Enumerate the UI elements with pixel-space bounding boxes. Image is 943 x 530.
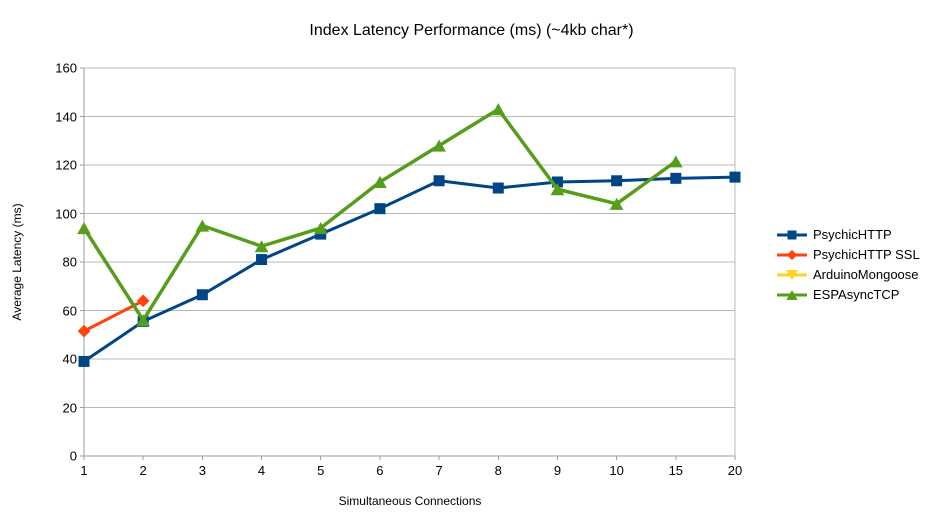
data-point-psychichttp xyxy=(374,203,386,215)
x-axis-title: Simultaneous Connections xyxy=(338,494,482,508)
series-line-psychichttp xyxy=(83,320,145,363)
legend: PsychicHTTP PsychicHTTP SSL ArduinoMongoos… xyxy=(777,228,920,302)
data-point-psychichttp xyxy=(78,355,90,367)
data-point-psychichttp xyxy=(729,171,741,183)
diamond-marker-icon xyxy=(777,249,807,261)
legend-entry-psychichttp: PsychicHTTP xyxy=(777,228,920,242)
y-tick-label: 120 xyxy=(55,157,77,173)
data-point-psychichttp xyxy=(492,182,504,194)
series-line-psychichttp xyxy=(320,207,381,236)
data-point-espasynctcp xyxy=(668,155,683,168)
series-line-espasynctcp xyxy=(319,180,381,230)
x-tick-label: 8 xyxy=(494,463,502,478)
data-point-psychichttp xyxy=(315,228,327,240)
legend-marker xyxy=(787,230,797,240)
data-point-espasynctcp xyxy=(195,219,210,232)
x-tick-label: 3 xyxy=(198,463,206,478)
series-line-psychichttp xyxy=(438,179,499,190)
data-point-espasynctcp xyxy=(313,222,328,235)
data-point-psychichttp-ssl xyxy=(136,294,150,308)
series-line-psychichttp xyxy=(498,180,558,190)
triangle-down-marker-icon xyxy=(777,270,807,280)
series-line-espasynctcp xyxy=(201,223,263,248)
series-line-psychichttp xyxy=(201,258,263,297)
x-tick-label: 15 xyxy=(668,463,684,478)
y-tick-label: 60 xyxy=(62,303,77,318)
x-tick-label: 4 xyxy=(257,463,266,478)
series-line-espasynctcp xyxy=(438,107,500,148)
x-tick-label: 7 xyxy=(435,463,443,478)
x-tick-label: 2 xyxy=(139,463,147,478)
y-tick-label: 140 xyxy=(55,109,77,124)
series-line-psychichttp xyxy=(379,179,440,211)
series-line-psychichttp xyxy=(557,179,617,184)
x-tick-label: 9 xyxy=(553,463,562,478)
series-line-espasynctcp xyxy=(557,187,618,206)
series-line-espasynctcp xyxy=(496,108,559,191)
data-point-espasynctcp xyxy=(609,197,624,210)
legend-label: PsychicHTTP SSL xyxy=(813,247,920,262)
data-point-psychichttp xyxy=(196,289,208,301)
x-tick-label: 20 xyxy=(727,463,743,478)
series-line-psychichttp xyxy=(142,293,203,323)
y-tick-label: 40 xyxy=(62,351,77,367)
series-line-psychichttp xyxy=(675,175,736,180)
y-tick-label: 0 xyxy=(69,448,77,464)
legend-marker xyxy=(786,270,798,280)
y-tick-label: 20 xyxy=(62,400,77,415)
data-point-psychichttp-ssl xyxy=(77,324,91,338)
x-tick-label: 6 xyxy=(376,463,384,478)
data-point-espasynctcp xyxy=(254,240,269,253)
series-line-espasynctcp xyxy=(615,159,677,206)
triangle-up-marker-icon xyxy=(777,290,807,300)
data-point-espasynctcp xyxy=(373,175,387,189)
data-point-psychichttp xyxy=(433,175,445,187)
y-tick-label: 100 xyxy=(55,206,77,221)
data-point-espasynctcp xyxy=(491,103,506,116)
data-point-psychichttp xyxy=(670,172,682,184)
data-point-espasynctcp xyxy=(77,222,91,235)
series-line-espasynctcp xyxy=(378,144,441,184)
x-tick-label: 5 xyxy=(317,463,325,478)
data-point-espasynctcp xyxy=(432,139,446,152)
series-line-psychichttp xyxy=(616,176,676,183)
x-tick-label: 1 xyxy=(80,463,88,478)
legend-marker xyxy=(786,249,798,261)
y-axis-title: Average Latency (ms) xyxy=(10,203,24,321)
data-point-psychichttp xyxy=(256,254,268,266)
y-tick-label: 80 xyxy=(62,254,77,270)
y-tick-label: 160 xyxy=(55,60,77,76)
legend-label: ESPAsyncTCP xyxy=(813,287,900,302)
data-point-psychichttp xyxy=(551,176,563,188)
series-line-psychichttp xyxy=(260,232,322,261)
x-tick-label: 10 xyxy=(609,463,624,478)
square-marker-icon xyxy=(777,230,807,240)
series-line-espasynctcp xyxy=(82,227,145,322)
data-point-espasynctcp xyxy=(550,183,565,196)
data-point-espasynctcp xyxy=(136,314,151,327)
series-line-espasynctcp xyxy=(261,226,322,248)
legend-entry-arduinomongoose: ArduinoMongoose xyxy=(777,268,920,282)
legend-label: PsychicHTTP xyxy=(813,227,892,242)
series-line-espasynctcp xyxy=(141,224,204,322)
legend-entry-psychichttp-ssl: PsychicHTTP SSL xyxy=(777,248,920,262)
chart-title: Index Latency Performance (ms) (~4kb cha… xyxy=(309,22,634,39)
legend-label: ArduinoMongoose xyxy=(813,267,919,282)
legend-entry-espasynctcp: ESPAsyncTCP xyxy=(777,288,920,302)
data-point-psychichttp xyxy=(611,175,623,187)
legend-marker xyxy=(786,290,798,300)
